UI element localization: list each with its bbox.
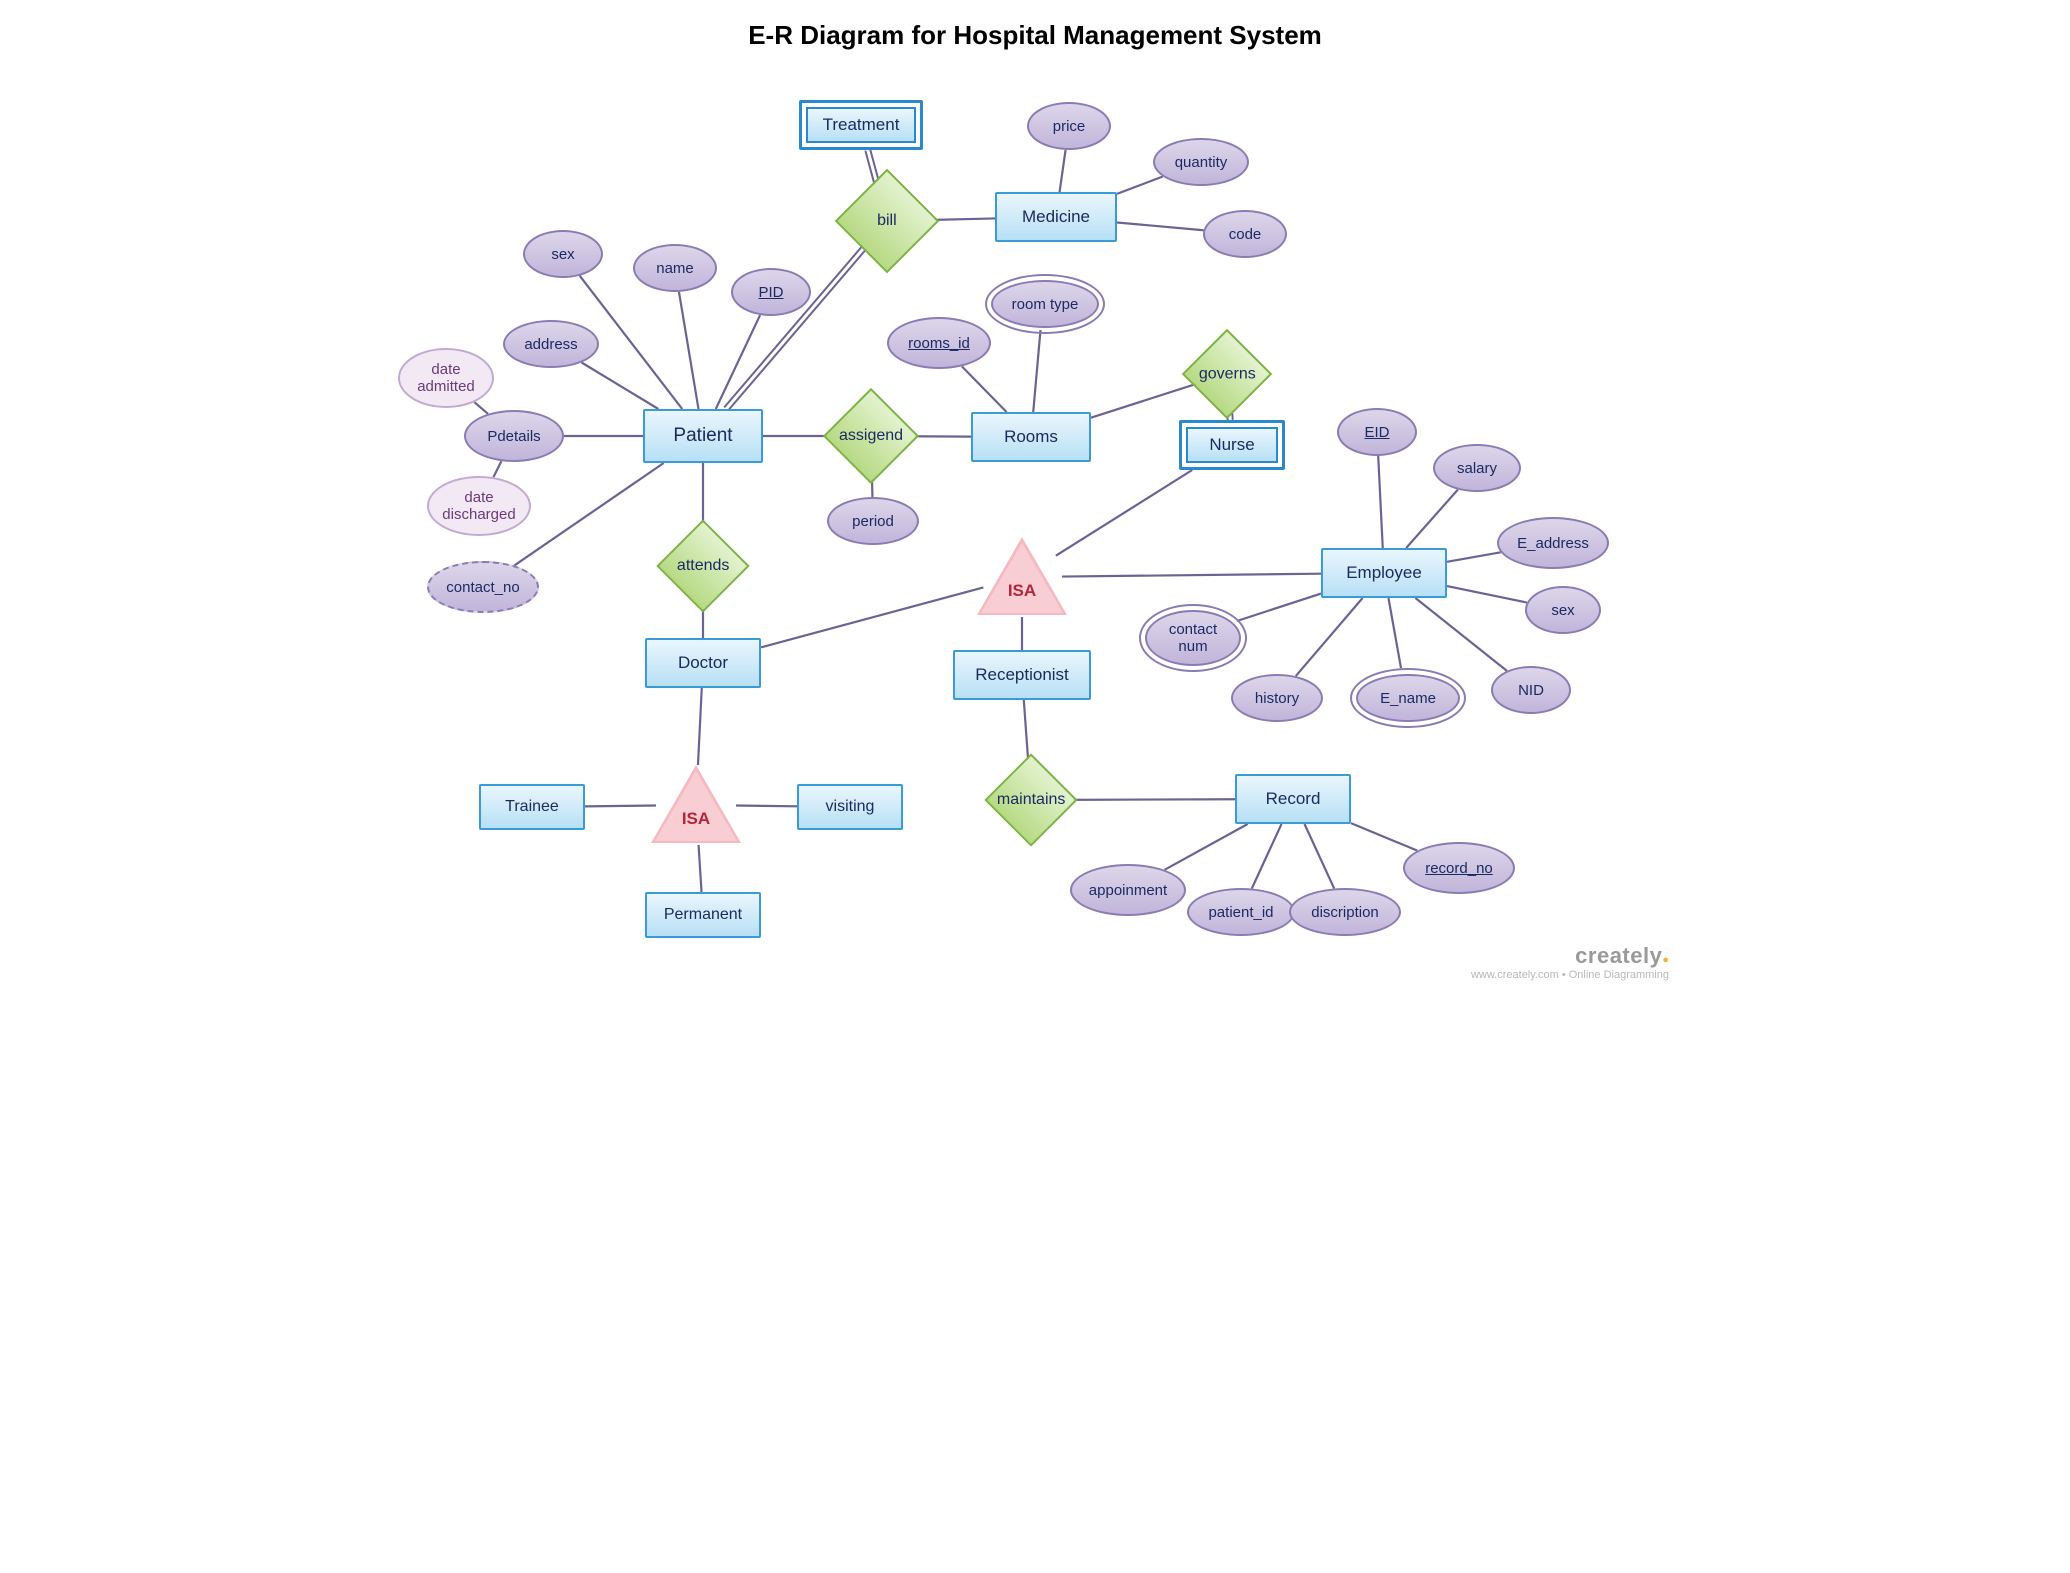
attribute-discription: discription bbox=[1289, 888, 1401, 936]
bulb-icon: ● bbox=[1662, 954, 1669, 966]
attribute-date_dis: datedischarged bbox=[427, 476, 531, 536]
entity-permanent: Permanent bbox=[645, 892, 761, 938]
isa-label-isa1: ISA bbox=[977, 581, 1067, 601]
weak-entity-label-nurse: Nurse bbox=[1186, 427, 1278, 463]
attribute-nid: NID bbox=[1491, 666, 1571, 714]
attribute-contact_no: contact_no bbox=[427, 561, 539, 613]
watermark: creately● www.creately.com • Online Diag… bbox=[1471, 943, 1669, 981]
diagram-title: E-R Diagram for Hospital Management Syst… bbox=[383, 20, 1687, 51]
attribute-e_sex: sex bbox=[1525, 586, 1601, 634]
attribute-sex: sex bbox=[523, 230, 603, 278]
relationship-label-assigend: assigend bbox=[839, 427, 903, 445]
watermark-brand: creately bbox=[1575, 943, 1662, 968]
attribute-pid: PID bbox=[731, 268, 811, 316]
entity-patient: Patient bbox=[643, 409, 763, 463]
attribute-history: history bbox=[1231, 674, 1323, 722]
entity-record: Record bbox=[1235, 774, 1351, 824]
er-diagram-canvas: E-R Diagram for Hospital Management Syst… bbox=[383, 0, 1687, 991]
entity-trainee: Trainee bbox=[479, 784, 585, 830]
isa-isa1: ISA bbox=[977, 537, 1067, 615]
attribute-name: name bbox=[633, 244, 717, 292]
attribute-e_address: E_address bbox=[1497, 517, 1609, 569]
attribute-patient_id: patient_id bbox=[1187, 888, 1295, 936]
attribute-room_type: room type bbox=[985, 274, 1105, 334]
attribute-address: address bbox=[503, 320, 599, 368]
relationship-label-bill: bill bbox=[877, 212, 897, 230]
entity-receptionist: Receptionist bbox=[953, 650, 1091, 700]
attribute-label-contact_num: contactnum bbox=[1145, 610, 1241, 666]
attribute-appoinment: appoinment bbox=[1070, 864, 1186, 916]
attribute-quantity: quantity bbox=[1153, 138, 1249, 186]
relationship-label-maintains: maintains bbox=[997, 791, 1065, 809]
attribute-pdetails: Pdetails bbox=[464, 410, 564, 462]
attribute-e_name: E_name bbox=[1350, 668, 1466, 728]
attribute-label-room_type: room type bbox=[991, 280, 1099, 328]
entity-medicine: Medicine bbox=[995, 192, 1117, 242]
relationship-label-attends: attends bbox=[677, 557, 729, 575]
attribute-record_no: record_no bbox=[1403, 842, 1515, 894]
attribute-price: price bbox=[1027, 102, 1111, 150]
attribute-eid: EID bbox=[1337, 408, 1417, 456]
attribute-code: code bbox=[1203, 210, 1287, 258]
entity-rooms: Rooms bbox=[971, 412, 1091, 462]
attribute-period: period bbox=[827, 497, 919, 545]
entity-employee: Employee bbox=[1321, 548, 1447, 598]
watermark-sub: www.creately.com • Online Diagramming bbox=[1471, 969, 1669, 981]
isa-label-isa2: ISA bbox=[651, 809, 741, 829]
attribute-salary: salary bbox=[1433, 444, 1521, 492]
weak-entity-treatment: Treatment bbox=[799, 100, 923, 150]
attribute-contact_num: contactnum bbox=[1139, 604, 1247, 672]
weak-entity-nurse: Nurse bbox=[1179, 420, 1285, 470]
entity-doctor: Doctor bbox=[645, 638, 761, 688]
relationship-label-governs: governs bbox=[1199, 365, 1256, 383]
entity-visiting: visiting bbox=[797, 784, 903, 830]
weak-entity-label-treatment: Treatment bbox=[806, 107, 916, 143]
attribute-date_adm: dateadmitted bbox=[398, 348, 494, 408]
attribute-rooms_id: rooms_id bbox=[887, 317, 991, 369]
isa-isa2: ISA bbox=[651, 765, 741, 843]
attribute-label-e_name: E_name bbox=[1356, 674, 1460, 722]
